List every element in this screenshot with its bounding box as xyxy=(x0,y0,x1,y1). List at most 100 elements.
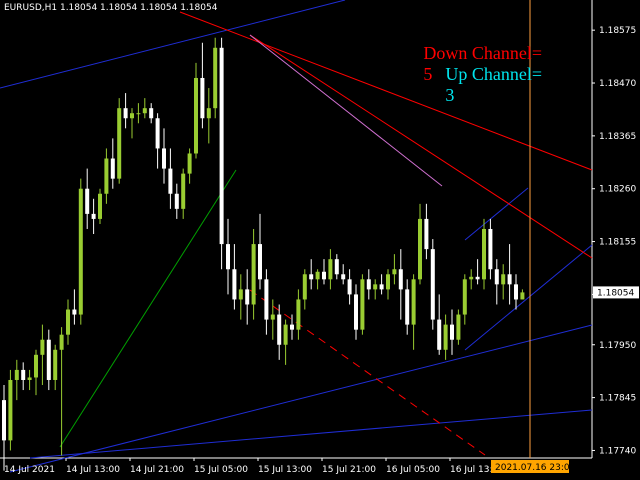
candle-body xyxy=(123,108,128,119)
candle-body xyxy=(53,349,58,380)
price-tick-label: 1.18155 xyxy=(599,238,636,248)
candle-body xyxy=(450,324,454,340)
candle-body xyxy=(418,218,422,280)
price-tick-label: 1.17845 xyxy=(599,394,636,404)
candle-body xyxy=(104,158,109,194)
candle-body xyxy=(258,244,262,280)
candle-body xyxy=(392,269,397,275)
candle-body xyxy=(142,108,147,114)
outer-up-channel-line xyxy=(0,0,346,89)
candle-body xyxy=(78,188,83,315)
candle-body xyxy=(309,274,314,280)
candle-body xyxy=(72,309,77,315)
current-price-box xyxy=(593,286,639,299)
time-axis: 14 Jul 2021 14 Jul 13:00 14 Jul 21:00 15 Ju… xyxy=(3,458,576,475)
up-channel-value: 3 xyxy=(445,85,455,105)
candle-body xyxy=(398,269,403,290)
down-channel-upper-line xyxy=(179,11,593,171)
candle-body xyxy=(514,284,518,300)
time-tick-label: 15 Jul 13:00 xyxy=(258,465,312,475)
candle-body xyxy=(277,314,282,345)
candle-body xyxy=(226,244,230,270)
violet-trend-line xyxy=(249,34,443,187)
candle-body xyxy=(475,276,480,280)
down-channel-second-line xyxy=(249,34,593,259)
candle-body xyxy=(430,249,435,320)
candle-body xyxy=(27,377,32,380)
candle-body xyxy=(8,379,13,441)
candle-body xyxy=(290,324,294,330)
symbol-info: EURUSD,H1 1.18054 1.18054 1.18054 1.1805… xyxy=(4,3,218,13)
candle-body xyxy=(91,213,96,219)
candle-body xyxy=(14,369,19,380)
candle-body xyxy=(270,314,275,320)
candles xyxy=(2,37,525,471)
down-channel-dashed-line xyxy=(249,289,486,456)
time-tick-label: 15 Jul 21:00 xyxy=(322,465,376,475)
time-tick-label: 16 Jul 05:00 xyxy=(386,465,440,475)
cursor-time-box xyxy=(491,460,569,473)
candle-body xyxy=(136,113,141,115)
candle-body xyxy=(219,47,224,245)
candle-body xyxy=(488,228,493,270)
candle-body xyxy=(2,400,6,441)
candle-body xyxy=(40,339,45,355)
candle-body xyxy=(373,284,378,290)
candle-body xyxy=(232,269,237,300)
green-trend-line xyxy=(59,169,237,448)
candle-body xyxy=(200,77,205,119)
candle-body xyxy=(130,113,134,119)
candle-body xyxy=(206,108,211,119)
price-tick-label: 1.17950 xyxy=(599,341,636,351)
up-channel-label: Up Channel= xyxy=(445,64,542,84)
candle-body xyxy=(437,319,442,350)
lower-up-channel-line xyxy=(29,409,593,459)
mid-up-channel-line xyxy=(9,324,593,473)
candle-body xyxy=(98,193,102,219)
candle-body xyxy=(322,271,326,280)
candle-body xyxy=(302,274,307,300)
candle-body xyxy=(366,279,371,290)
candle-body xyxy=(379,284,384,290)
candle-body xyxy=(424,218,429,250)
candle-body xyxy=(245,289,250,305)
candle-body xyxy=(46,339,51,380)
time-tick-label: 15 Jul 05:00 xyxy=(194,465,248,475)
candle-body xyxy=(59,334,64,350)
candle-body xyxy=(194,77,198,154)
candle-body xyxy=(296,299,301,330)
candle-body xyxy=(66,309,70,335)
candle-body xyxy=(386,274,390,290)
candle-body xyxy=(149,108,154,119)
down-channel-readout: Down Channel= 5 xyxy=(405,22,542,106)
candle-body xyxy=(341,274,346,280)
time-tick-label: 14 Jul 2021 xyxy=(4,465,55,475)
price-tick-label: 1.18365 xyxy=(599,132,636,142)
candle-body xyxy=(117,108,122,179)
candle-body xyxy=(155,118,160,149)
candle-body xyxy=(347,279,352,295)
candle-body xyxy=(411,279,416,325)
candle-body xyxy=(405,289,410,325)
price-tick-label: 1.18260 xyxy=(599,185,636,195)
candle-body xyxy=(482,228,486,280)
price-tick-label: 1.18470 xyxy=(599,79,636,89)
candle-body xyxy=(334,259,339,275)
time-tick-label: 14 Jul 21:00 xyxy=(130,465,184,475)
up-channel-readout: Up Channel= 3 xyxy=(427,43,542,127)
short-up-channel-line xyxy=(464,244,593,351)
down-channel-value: 5 xyxy=(423,64,433,84)
chart-frame xyxy=(0,0,593,459)
candle-body xyxy=(174,193,179,209)
candle-body xyxy=(34,354,38,378)
candle-body xyxy=(251,244,256,305)
trend-lines[interactable] xyxy=(0,0,593,473)
cursor-time-label: 2021.07.16 23:00 xyxy=(495,463,576,473)
candle-body xyxy=(354,294,358,330)
candle-body xyxy=(162,148,166,169)
candle-body xyxy=(213,47,218,109)
candle-body xyxy=(264,279,269,320)
candle-body xyxy=(462,279,467,315)
